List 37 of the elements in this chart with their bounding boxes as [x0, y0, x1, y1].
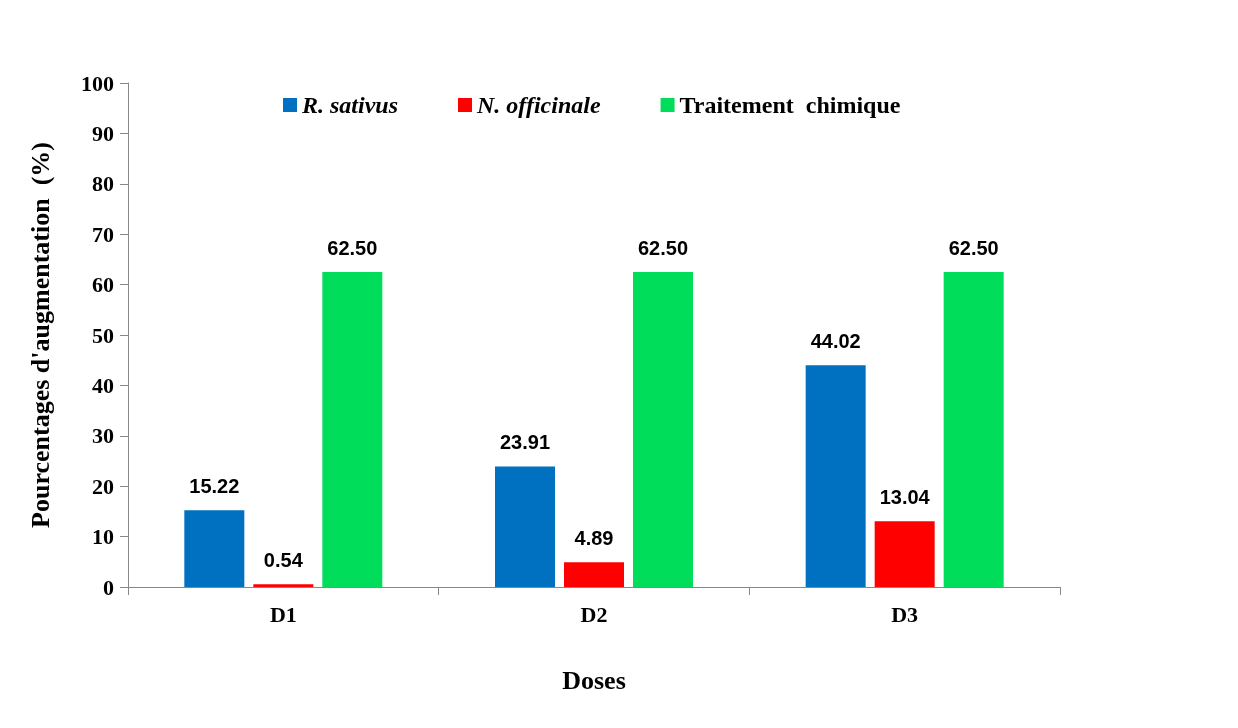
data-label: 15.22: [189, 475, 240, 498]
y-tick-label: 90: [92, 120, 114, 146]
bar: [253, 584, 314, 587]
x-tick-label: D3: [891, 601, 919, 627]
data-label: 13.04: [879, 486, 931, 509]
y-tick-label: 50: [92, 322, 114, 348]
y-tick-label: 80: [92, 171, 114, 197]
y-axis-title: Pourcentages d'augmentation (%): [25, 142, 55, 528]
data-label: 62.50: [327, 237, 378, 259]
bar: [322, 272, 383, 587]
y-tick-label: 40: [92, 372, 114, 398]
y-tick-label: 10: [92, 524, 114, 550]
data-label: 62.50: [948, 237, 999, 259]
x-tick-label: D2: [580, 601, 608, 627]
y-tick-label: 0: [103, 574, 114, 600]
y-tick-label: 30: [92, 423, 114, 449]
bar: [874, 521, 935, 587]
bar: [943, 272, 1004, 587]
data-label: 44.02: [810, 330, 861, 353]
legend-label: N. officinale: [476, 92, 601, 118]
bar: [805, 365, 866, 587]
bar: [564, 562, 624, 587]
y-tick-label: 20: [92, 473, 114, 499]
bar: [495, 466, 555, 587]
data-label: 62.50: [637, 237, 689, 259]
legend-label: Traitement chimique: [679, 92, 901, 118]
y-tick-label: 70: [92, 221, 114, 247]
data-label: 0.54: [263, 549, 304, 572]
y-tick-label: 100: [81, 70, 114, 96]
data-label: 4.89: [574, 527, 614, 550]
bar: [184, 510, 245, 587]
x-axis-title: Doses: [562, 665, 626, 695]
data-label: 23.91: [499, 431, 551, 454]
x-tick-label: D1: [269, 601, 297, 627]
legend-label: R. sativus: [301, 92, 399, 118]
bar: [633, 272, 693, 587]
y-tick-label: 60: [92, 272, 114, 298]
